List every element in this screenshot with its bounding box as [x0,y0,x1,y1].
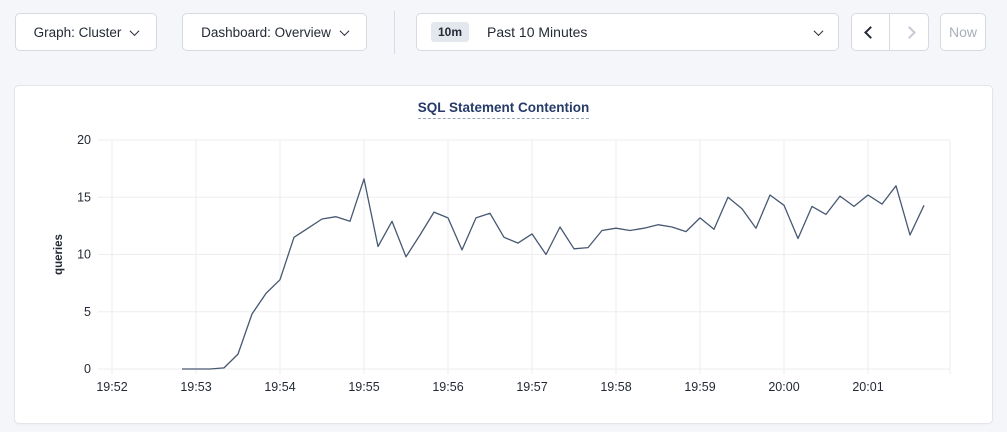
chevron-down-icon [339,25,350,36]
toolbar-divider [394,11,395,54]
x-tick-label: 19:59 [684,380,715,394]
time-back-button[interactable] [852,14,890,50]
dashboard-dropdown[interactable]: Dashboard: Overview [182,13,367,51]
x-tick-label: 19:52 [96,380,127,394]
contention-chart: 0 5 10 15 20 19:52 19:53 19:54 19:55 19:56 19:57 19… [53,133,951,394]
graph-dropdown-label: Graph: Cluster [33,24,122,40]
x-tick-label: 19:57 [516,380,547,394]
chevron-left-icon [864,25,877,39]
y-tick-label: 20 [77,133,91,147]
chevron-down-icon [129,25,140,36]
now-button-label: Now [948,24,977,40]
time-range-selector[interactable]: 10m Past 10 Minutes [416,13,839,51]
x-tick-label: 19:55 [348,380,379,394]
chart-title-wrap: SQL Statement Contention [15,99,992,119]
y-tick-label: 5 [84,305,91,319]
chart-panel: SQL Statement Contention 0 5 10 15 20 19:52 19… [14,85,993,424]
time-range-badge: 10m [431,22,470,42]
x-tick-label: 19:56 [432,380,463,394]
y-tick-label: 0 [84,362,91,376]
x-tick-label: 19:53 [180,380,211,394]
x-tick-label: 19:58 [600,380,631,394]
time-nav-group [851,13,929,51]
toolbar: Graph: Cluster Dashboard: Overview 10m P… [0,0,1007,66]
graph-dropdown[interactable]: Graph: Cluster [15,13,157,51]
y-tick-label: 10 [77,248,91,262]
series-line [182,178,925,370]
x-tick-label: 20:01 [852,380,883,394]
time-range-label: Past 10 Minutes [487,24,588,40]
time-forward-button[interactable] [890,14,928,50]
y-axis-label: queries [53,234,65,275]
x-tick-label: 20:00 [768,380,799,394]
chart-title[interactable]: SQL Statement Contention [417,100,590,119]
chevron-down-icon [813,26,824,37]
y-tick-label: 15 [77,190,91,204]
now-button[interactable]: Now [940,13,986,51]
x-tick-label: 19:54 [264,380,295,394]
chevron-right-icon [902,25,916,39]
dashboard-dropdown-label: Dashboard: Overview [201,24,331,40]
